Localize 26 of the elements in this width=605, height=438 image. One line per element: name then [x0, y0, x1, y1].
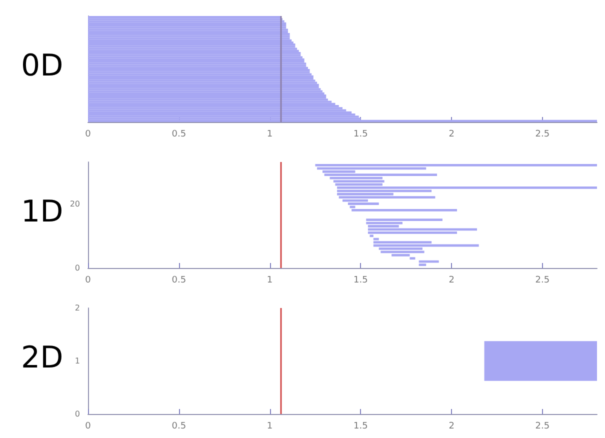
x-tick-label: 1.5	[354, 276, 368, 286]
y-tick-label: 0	[74, 410, 80, 418]
x-tick-label: 2	[448, 276, 454, 286]
x-tick-label: 0	[85, 130, 92, 140]
x-tick-label: 1	[266, 276, 273, 286]
y-tick-label: 1	[74, 356, 80, 366]
x-tick-label: 0	[85, 422, 92, 432]
x-tick-label: 2.5	[535, 422, 550, 432]
x-tick-label: 2.5	[535, 276, 550, 286]
x-tick-label: 1.5	[354, 422, 368, 432]
text: 0D	[21, 48, 64, 84]
x-tick-label: 2	[448, 422, 454, 432]
x-tick-label: 2.5	[535, 130, 550, 140]
y-tick-label: 0	[74, 264, 80, 272]
x-tick-label: 0.5	[172, 130, 186, 140]
x-tick-label: 2	[448, 130, 454, 140]
y-tick-label: 20	[70, 199, 80, 208]
x-tick-label: 1	[266, 422, 273, 432]
text: 2D	[21, 340, 64, 376]
x-tick-label: 0.5	[172, 276, 186, 286]
x-tick-label: 1.5	[354, 130, 368, 140]
y-tick-label: 2	[74, 304, 80, 312]
x-tick-label: 0.5	[172, 422, 186, 432]
text: 1D	[21, 194, 64, 230]
x-tick-label: 1	[266, 130, 273, 140]
x-tick-label: 0	[85, 276, 92, 286]
